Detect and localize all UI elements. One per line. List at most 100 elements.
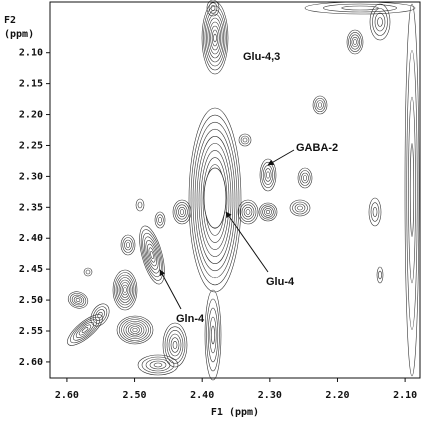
y-tick-label: 2.10 (19, 48, 43, 59)
contour-line (95, 309, 105, 321)
contour-line (316, 100, 324, 110)
contour-line (121, 284, 129, 296)
contour-line (192, 121, 238, 279)
contour-hole (203, 167, 227, 229)
contour-line (156, 214, 164, 226)
contour-line (210, 5, 216, 11)
contour-line (210, 25, 220, 51)
contour-line (67, 291, 89, 309)
contour-line (370, 202, 380, 222)
contour-line (190, 114, 240, 286)
contour-line (242, 137, 248, 143)
contour-line (376, 266, 384, 284)
contour-line (349, 34, 361, 50)
contour-line (406, 50, 418, 330)
y-tick-label: 2.30 (19, 171, 43, 182)
contour-line (145, 240, 159, 270)
contour-line (258, 202, 278, 222)
x-tick-label: 2.10 (393, 390, 417, 401)
contour-line (200, 150, 230, 250)
plot-frame (49, 1, 421, 379)
contour-line (206, 13, 224, 63)
contour-line (245, 209, 251, 215)
contour-line (120, 282, 130, 298)
contour-line (162, 322, 188, 368)
contour-line (85, 269, 91, 275)
y-tick-label: 2.40 (19, 233, 43, 244)
contour-line (260, 204, 276, 220)
contour-line (145, 358, 171, 372)
annotation: Glu-4,3 (243, 51, 280, 63)
contour-line (142, 232, 162, 278)
contour-line (312, 95, 328, 115)
contour-line (115, 274, 135, 306)
contour-line (123, 287, 127, 293)
y-tick-label: 2.45 (19, 264, 43, 275)
contour-line (164, 326, 186, 364)
contour-line (348, 32, 362, 52)
contour-line (299, 170, 311, 186)
contour-line (188, 107, 242, 293)
contour-line (207, 307, 219, 363)
contour-line (72, 319, 98, 341)
contour-line (158, 217, 162, 223)
contour-line (207, 17, 223, 59)
contour-line (75, 298, 81, 302)
contour-line (237, 199, 259, 225)
contour-line (203, 5, 227, 71)
contour-line (168, 333, 182, 357)
x-axis-label: F1 (ppm) (211, 407, 259, 418)
annotation: GABA-2 (296, 142, 338, 154)
contour-line (238, 133, 252, 147)
x-tick-label: 2.30 (258, 390, 282, 401)
contour-line (123, 320, 147, 340)
contour-line (150, 251, 154, 259)
annotation-arrow (225, 211, 269, 273)
contour-line (353, 39, 357, 45)
contour-line (70, 316, 100, 344)
contour-line (206, 0, 220, 17)
contour-line (208, 2, 218, 14)
contour-line (118, 279, 132, 301)
contour-line (297, 167, 313, 189)
y-tick-label: 2.15 (19, 79, 43, 90)
contour-line (377, 17, 383, 27)
contour-line (172, 341, 178, 349)
contour-line (176, 204, 188, 220)
contour-line (137, 201, 143, 209)
contour-line (323, 3, 397, 13)
contour-line (141, 356, 175, 374)
contour-line (139, 225, 165, 285)
contour-line (409, 143, 415, 237)
contour-line (135, 198, 145, 212)
contour-line (116, 315, 154, 345)
annotation-arrow (267, 149, 295, 166)
contour-line (404, 3, 420, 377)
contour-line (208, 21, 222, 55)
contour-line (78, 324, 92, 336)
contour-line (314, 97, 326, 113)
x-tick-label: 2.40 (190, 390, 214, 401)
contour-line (259, 158, 277, 192)
contour-line (147, 243, 157, 267)
contour-line (301, 172, 309, 184)
contour-line (211, 325, 215, 345)
annotation: Gln-4 (176, 313, 205, 325)
contour-line (120, 234, 136, 256)
contour-line (132, 327, 138, 333)
contour-line (125, 242, 131, 248)
contour-line (75, 321, 95, 339)
contour-line (264, 208, 272, 216)
contour-line (114, 272, 136, 308)
x-tick-label: 2.60 (55, 390, 79, 401)
contour-line (351, 36, 359, 48)
contour-line (408, 96, 416, 284)
contour-line (209, 316, 217, 354)
contour-line (206, 298, 220, 372)
contour-line (83, 267, 93, 277)
contour-line (117, 277, 133, 303)
y-tick-label: 2.20 (19, 110, 43, 121)
contour-line (204, 9, 226, 67)
y-tick-label: 2.55 (19, 326, 43, 337)
contour-line (341, 5, 379, 11)
